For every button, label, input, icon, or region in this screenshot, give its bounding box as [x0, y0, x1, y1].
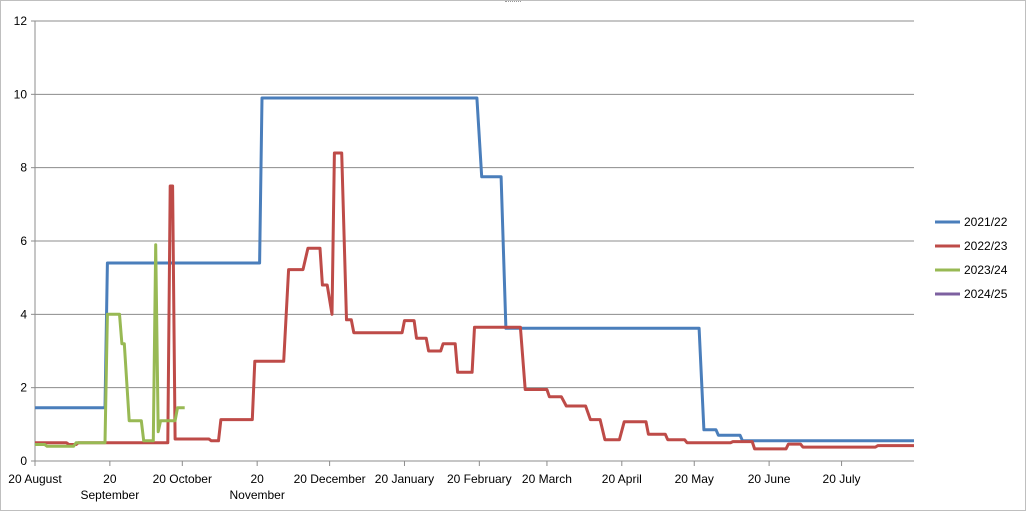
- x-tick-label: 20 January: [375, 472, 434, 486]
- series-line-2023-24: [35, 243, 185, 448]
- y-tick-label: 0: [20, 454, 27, 468]
- x-axis-tick-labels: 20 August 20 September 20 October 20 November…: [8, 472, 860, 502]
- y-tick-label: 6: [20, 234, 27, 248]
- series-line-2021-22: [35, 96, 914, 443]
- x-tick-label: 20 April: [602, 472, 642, 486]
- x-tick-label: 20 November: [229, 472, 284, 502]
- y-tick-label: 4: [20, 307, 27, 321]
- axes: [31, 20, 914, 466]
- x-tick-label: 20 October: [153, 472, 212, 486]
- y-tick-label: 2: [20, 381, 27, 395]
- x-tick-label: 20 May: [675, 472, 714, 486]
- x-tick-label: 20 June: [748, 472, 791, 486]
- x-tick-label: 20 August: [8, 472, 62, 486]
- legend[interactable]: 2021/22 2022/23 2023/24 2024/25: [935, 215, 1008, 301]
- y-tick-label: 12: [14, 14, 28, 28]
- legend-label: 2021/22: [964, 215, 1008, 229]
- gridlines: [35, 20, 914, 389]
- legend-label: 2023/24: [964, 263, 1008, 277]
- x-tick-label: 20 February: [447, 472, 512, 486]
- x-tick-label: 20 December: [294, 472, 366, 486]
- y-tick-label: 10: [14, 87, 28, 101]
- y-tick-label: 8: [20, 161, 27, 175]
- y-axis-tick-labels: 0 2 4 6 8 10 12: [14, 14, 28, 468]
- x-tick-label: 20 September: [81, 472, 140, 502]
- series-lines: [35, 96, 914, 451]
- series-line-2022-23: [35, 151, 914, 451]
- legend-label: 2024/25: [964, 287, 1008, 301]
- x-tick-label: 20 July: [823, 472, 861, 486]
- legend-label: 2022/23: [964, 239, 1008, 253]
- resize-handle[interactable]: [505, 1, 521, 5]
- x-tick-label: 20 March: [522, 472, 572, 486]
